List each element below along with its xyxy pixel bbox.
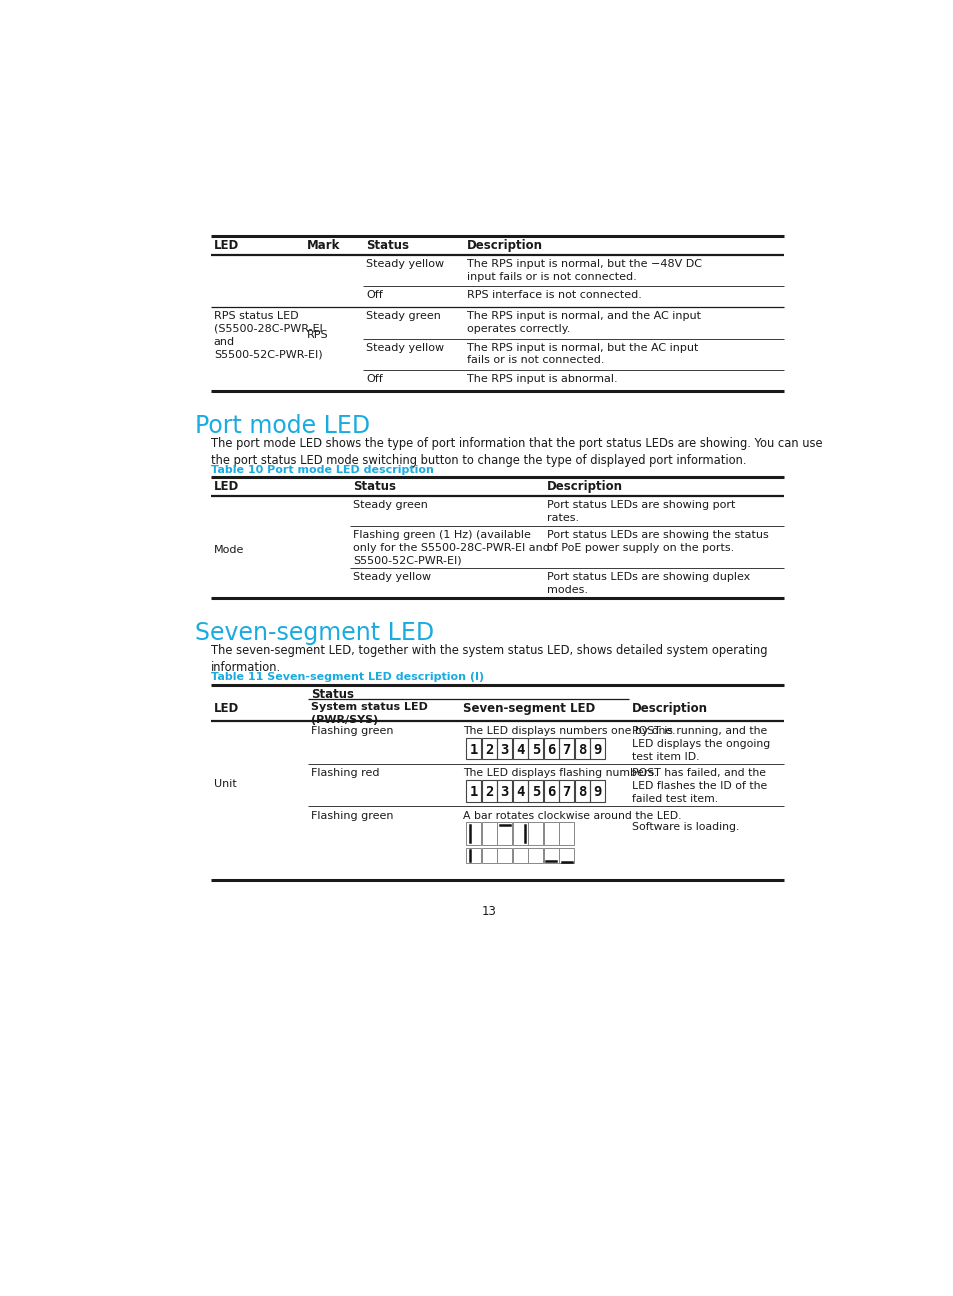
Text: 1: 1 xyxy=(469,785,477,800)
Text: LED: LED xyxy=(213,481,239,494)
Text: Steady yellow: Steady yellow xyxy=(353,572,431,582)
Text: 7: 7 xyxy=(562,743,571,757)
Bar xyxy=(528,822,542,845)
Text: 5: 5 xyxy=(531,785,539,800)
Text: Software is loading.: Software is loading. xyxy=(632,822,739,832)
Text: Flashing green (1 Hz) (available
only for the S5500-28C-PWR-EI and
S5500-52C-PWR: Flashing green (1 Hz) (available only fo… xyxy=(353,530,550,565)
Text: Steady green: Steady green xyxy=(366,311,441,321)
Text: Port status LEDs are showing the status
of PoE power supply on the ports.: Port status LEDs are showing the status … xyxy=(546,530,768,552)
Text: 3: 3 xyxy=(500,743,509,757)
Bar xyxy=(543,848,558,863)
Bar xyxy=(466,780,480,801)
Text: Off: Off xyxy=(366,375,383,384)
Text: The port mode LED shows the type of port information that the port status LEDs a: The port mode LED shows the type of port… xyxy=(211,437,821,467)
Text: Mode: Mode xyxy=(213,546,244,555)
Bar xyxy=(513,737,527,759)
Text: Flashing green: Flashing green xyxy=(311,811,393,820)
Text: LED: LED xyxy=(213,240,239,253)
Bar xyxy=(497,780,512,801)
Text: Port status LEDs are showing port
rates.: Port status LEDs are showing port rates. xyxy=(546,500,735,522)
Text: Port status LEDs are showing duplex
modes.: Port status LEDs are showing duplex mode… xyxy=(546,572,749,595)
Text: 2: 2 xyxy=(485,785,493,800)
Text: 9: 9 xyxy=(593,785,601,800)
Text: A bar rotates clockwise around the LED.: A bar rotates clockwise around the LED. xyxy=(463,811,681,820)
Text: 8: 8 xyxy=(578,743,586,757)
Text: Port mode LED: Port mode LED xyxy=(195,415,370,438)
Text: POST is running, and the
LED displays the ongoing
test item ID.: POST is running, and the LED displays th… xyxy=(632,726,770,762)
Text: The RPS input is normal, and the AC input
operates correctly.: The RPS input is normal, and the AC inpu… xyxy=(467,311,700,334)
Text: RPS interface is not connected.: RPS interface is not connected. xyxy=(467,290,641,301)
Text: Status: Status xyxy=(311,688,354,701)
Bar xyxy=(513,848,527,863)
Text: Flashing red: Flashing red xyxy=(311,769,378,779)
Bar xyxy=(481,737,497,759)
Text: The LED displays numbers one by one.: The LED displays numbers one by one. xyxy=(463,726,675,736)
Bar xyxy=(528,780,542,801)
Bar xyxy=(513,780,527,801)
Text: System status LED
(PWR/SYS): System status LED (PWR/SYS) xyxy=(311,702,427,724)
Text: Seven-segment LED: Seven-segment LED xyxy=(463,702,595,715)
Text: 6: 6 xyxy=(547,743,555,757)
Text: Seven-segment LED: Seven-segment LED xyxy=(195,621,434,645)
Text: Off: Off xyxy=(366,290,383,301)
Bar xyxy=(590,780,604,801)
Bar xyxy=(543,737,558,759)
Text: Table 10 Port mode LED description: Table 10 Port mode LED description xyxy=(211,465,433,476)
Bar xyxy=(575,737,589,759)
Text: Steady yellow: Steady yellow xyxy=(366,259,444,268)
Text: Flashing green: Flashing green xyxy=(311,726,393,736)
Text: The LED displays flashing numbers.: The LED displays flashing numbers. xyxy=(463,769,657,779)
Text: Steady yellow: Steady yellow xyxy=(366,342,444,353)
Text: 2: 2 xyxy=(485,743,493,757)
Text: 4: 4 xyxy=(516,785,524,800)
Bar xyxy=(497,737,512,759)
Text: 1: 1 xyxy=(469,743,477,757)
Bar xyxy=(497,848,512,863)
Bar xyxy=(590,737,604,759)
Text: 7: 7 xyxy=(562,785,571,800)
Text: 3: 3 xyxy=(500,785,509,800)
Text: RPS: RPS xyxy=(307,330,328,341)
Bar xyxy=(528,848,542,863)
Bar xyxy=(543,822,558,845)
Bar xyxy=(558,780,574,801)
Bar xyxy=(513,822,527,845)
Bar xyxy=(558,822,574,845)
Bar xyxy=(466,822,480,845)
Text: 8: 8 xyxy=(578,785,586,800)
Text: The RPS input is normal, but the −48V DC
input fails or is not connected.: The RPS input is normal, but the −48V DC… xyxy=(467,259,701,281)
Bar xyxy=(497,822,512,845)
Bar xyxy=(558,737,574,759)
Bar xyxy=(481,822,497,845)
Bar xyxy=(543,780,558,801)
Text: Description: Description xyxy=(546,481,622,494)
Bar xyxy=(466,737,480,759)
Text: 6: 6 xyxy=(547,785,555,800)
Bar xyxy=(481,780,497,801)
Bar xyxy=(466,848,480,863)
Text: Status: Status xyxy=(366,240,409,253)
Text: 13: 13 xyxy=(481,905,496,918)
Text: 9: 9 xyxy=(593,743,601,757)
Text: The RPS input is normal, but the AC input
fails or is not connected.: The RPS input is normal, but the AC inpu… xyxy=(467,342,698,365)
Text: The seven-segment LED, together with the system status LED, shows detailed syste: The seven-segment LED, together with the… xyxy=(211,644,766,674)
Text: Table 11 Seven-segment LED description (I): Table 11 Seven-segment LED description (… xyxy=(211,673,483,682)
Text: 5: 5 xyxy=(531,743,539,757)
Text: RPS status LED
(S5500-28C-PWR-EI
and
S5500-52C-PWR-EI): RPS status LED (S5500-28C-PWR-EI and S55… xyxy=(213,311,322,359)
Text: Description: Description xyxy=(632,702,707,715)
Text: Steady green: Steady green xyxy=(353,500,428,509)
Text: Unit: Unit xyxy=(213,779,236,789)
Text: Status: Status xyxy=(353,481,395,494)
Text: POST has failed, and the
LED flashes the ID of the
failed test item.: POST has failed, and the LED flashes the… xyxy=(632,769,767,804)
Text: LED: LED xyxy=(213,702,239,715)
Bar xyxy=(481,848,497,863)
Text: Description: Description xyxy=(467,240,542,253)
Bar xyxy=(528,737,542,759)
Text: The RPS input is abnormal.: The RPS input is abnormal. xyxy=(467,375,618,384)
Bar xyxy=(558,848,574,863)
Bar xyxy=(575,780,589,801)
Text: 4: 4 xyxy=(516,743,524,757)
Text: Mark: Mark xyxy=(307,240,340,253)
